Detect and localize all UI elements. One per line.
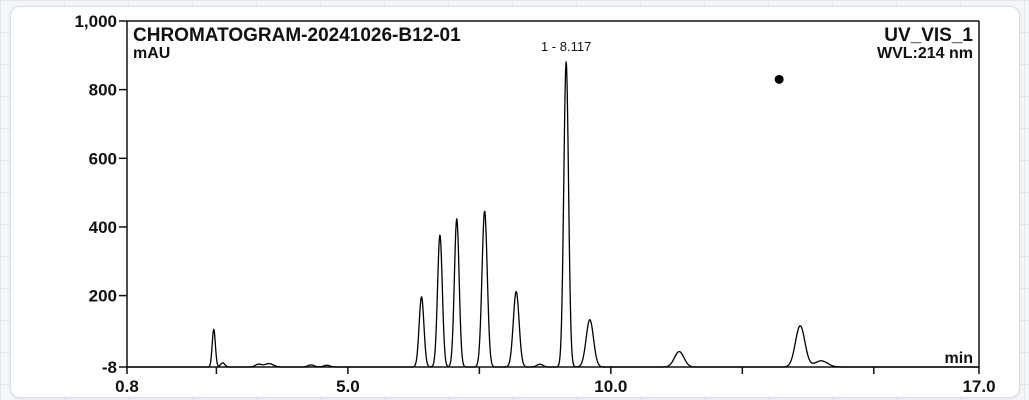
y-tick-label: 400 [89, 218, 117, 237]
marker-dot [774, 74, 784, 84]
peak-annotation: 1 - 8.117 [541, 39, 591, 54]
channel-label: UV_VIS_1 [884, 25, 973, 46]
y-tick-label: 1,000 [74, 12, 117, 31]
x-tick-label: 5.0 [336, 377, 360, 396]
x-tick-label: 10.0 [594, 377, 627, 396]
chromatogram-trace [126, 61, 980, 368]
x-tick-label: 0.8 [115, 377, 139, 396]
x-tick-label: 17.0 [962, 377, 995, 396]
y-tick-label: 200 [89, 287, 117, 306]
x-unit-label: min [945, 350, 973, 367]
chart-card: CHROMATOGRAM-20241026-B12-01 UV_VIS_1 mA… [10, 6, 1020, 398]
y-unit-label: mAU [133, 45, 170, 62]
y-tick-label: -8 [102, 358, 117, 377]
chart-title: CHROMATOGRAM-20241026-B12-01 [133, 25, 461, 46]
y-tick-label: 600 [89, 149, 117, 168]
chromatogram-chart: CHROMATOGRAM-20241026-B12-01 UV_VIS_1 mA… [74, 12, 995, 396]
y-tick-label: 800 [89, 81, 117, 100]
wavelength-label: WVL:214 nm [877, 45, 973, 62]
